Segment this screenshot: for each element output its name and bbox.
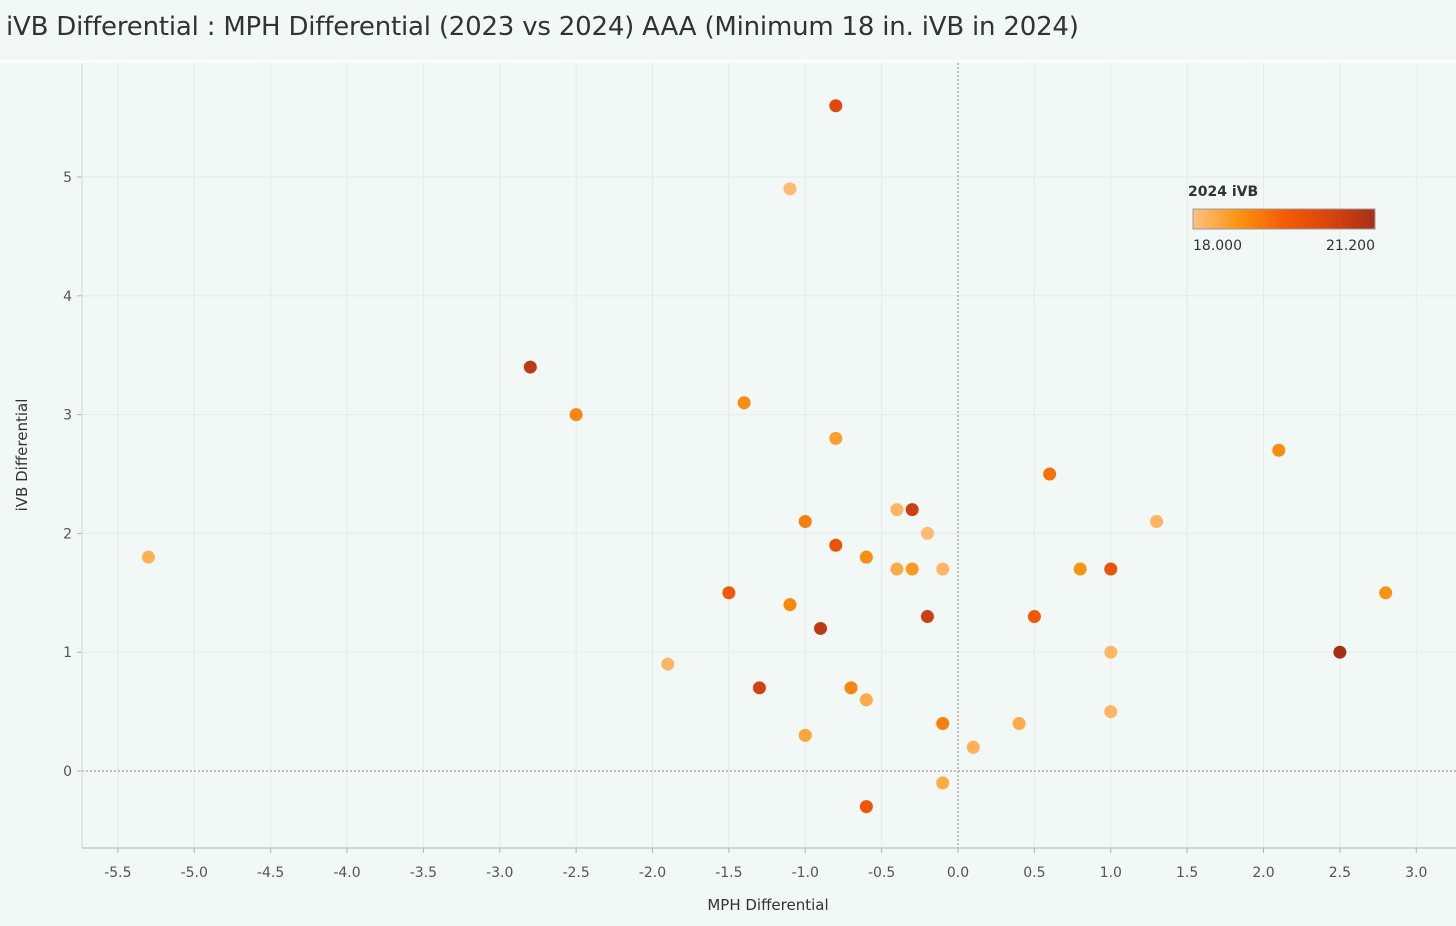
data-point[interactable] (1379, 586, 1393, 600)
data-point[interactable] (798, 515, 812, 529)
x-tick-label: 1.0 (1100, 865, 1122, 881)
data-point[interactable] (661, 657, 675, 671)
data-point[interactable] (1073, 562, 1087, 576)
color-legend: 2024 iVB 18.000 21.200 (1188, 184, 1376, 254)
plot-background (0, 63, 1456, 926)
data-point[interactable] (569, 408, 583, 422)
title-bar: iVB Differential : MPH Differential (202… (0, 0, 1456, 63)
data-point[interactable] (966, 740, 980, 754)
data-point[interactable] (844, 681, 858, 695)
x-tick-label: 3.0 (1405, 865, 1427, 881)
data-point[interactable] (814, 621, 828, 635)
data-point[interactable] (905, 562, 919, 576)
data-point[interactable] (859, 550, 873, 564)
y-axis-title: iVB Differential (13, 399, 31, 512)
y-tick-label: 2 (63, 526, 72, 542)
data-point[interactable] (920, 610, 934, 624)
grid-lines (82, 63, 1456, 848)
legend-min-label: 18.000 (1193, 238, 1242, 254)
data-point[interactable] (936, 776, 950, 790)
legend-gradient-bar (1192, 208, 1376, 230)
axes: -5.5 -5.0 -4.5 -4.0 -3.5 -3.0 -2.5 -2.0 -1.5 -1.0… (63, 63, 1456, 881)
x-tick-label: 1.5 (1176, 865, 1198, 881)
data-point[interactable] (798, 728, 812, 742)
data-point[interactable] (1104, 705, 1118, 719)
data-point[interactable] (829, 99, 843, 113)
x-tick-label: 2.5 (1329, 865, 1351, 881)
x-tick-label: 0.0 (947, 865, 969, 881)
data-point[interactable] (783, 182, 797, 196)
data-point[interactable] (783, 598, 797, 612)
data-point[interactable] (1272, 443, 1286, 457)
y-tick-label: 3 (63, 408, 72, 424)
chart-title: iVB Differential : MPH Differential (202… (6, 12, 1079, 42)
x-tick-label: -0.5 (868, 865, 895, 881)
x-tick-label: -1.0 (792, 865, 819, 881)
data-point[interactable] (859, 693, 873, 707)
x-tick-label: 2.0 (1252, 865, 1274, 881)
data-point[interactable] (920, 526, 934, 540)
data-point[interactable] (1104, 645, 1118, 659)
y-tick-label: 1 (63, 645, 72, 661)
data-point[interactable] (1333, 645, 1347, 659)
data-point[interactable] (752, 681, 766, 695)
data-point[interactable] (1043, 467, 1057, 481)
data-point[interactable] (141, 550, 155, 564)
x-tick-label: -5.5 (104, 865, 131, 881)
data-point[interactable] (1012, 716, 1026, 730)
data-point[interactable] (936, 716, 950, 730)
data-points[interactable] (141, 99, 1393, 814)
data-point[interactable] (829, 431, 843, 445)
y-tick-label: 5 (63, 170, 72, 186)
data-point[interactable] (722, 586, 736, 600)
data-point[interactable] (890, 562, 904, 576)
y-tick-label: 4 (63, 289, 72, 305)
legend-title: 2024 iVB (1188, 184, 1258, 200)
x-tick-label: -1.5 (715, 865, 742, 881)
x-tick-label: 0.5 (1023, 865, 1045, 881)
y-tick-label: 0 (63, 764, 72, 780)
data-point[interactable] (905, 503, 919, 517)
x-tick-label: -2.5 (562, 865, 589, 881)
x-tick-label: -5.0 (181, 865, 208, 881)
data-point[interactable] (1104, 562, 1118, 576)
data-point[interactable] (1027, 610, 1041, 624)
data-point[interactable] (890, 503, 904, 517)
data-point[interactable] (1150, 515, 1164, 529)
x-tick-label: -3.0 (486, 865, 513, 881)
data-point[interactable] (523, 360, 537, 374)
data-point[interactable] (829, 538, 843, 552)
x-tick-label: -4.0 (333, 865, 360, 881)
x-tick-label: -3.5 (410, 865, 437, 881)
data-point[interactable] (737, 396, 751, 410)
data-point[interactable] (859, 800, 873, 814)
x-tick-label: -4.5 (257, 865, 284, 881)
x-tick-label: -2.0 (639, 865, 666, 881)
x-axis-title: MPH Differential (707, 896, 828, 914)
data-point[interactable] (936, 562, 950, 576)
legend-max-label: 21.200 (1326, 238, 1375, 254)
reference-lines (82, 63, 1456, 848)
